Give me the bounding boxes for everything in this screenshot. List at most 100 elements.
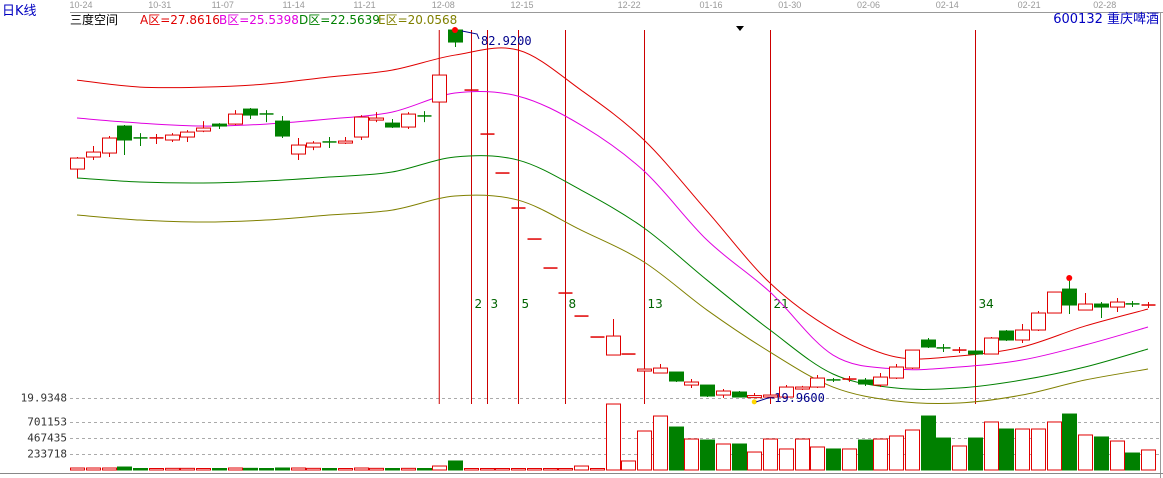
candle-body — [102, 137, 117, 154]
volume-bar — [700, 439, 715, 471]
volume-bar — [621, 460, 636, 471]
candle-body — [354, 116, 369, 138]
stock-name: 600132 重庆啤酒 — [1053, 12, 1159, 27]
zone-d-value: D区=22.5639 — [299, 13, 380, 27]
candle-body — [716, 390, 731, 396]
candle-body — [1078, 303, 1093, 311]
candle-body — [212, 123, 227, 127]
volume-bar — [149, 468, 164, 471]
volume-bar — [117, 466, 132, 471]
volume-bar — [795, 438, 810, 471]
volume-bar — [322, 468, 337, 471]
fib-label: 2 — [475, 297, 483, 311]
volume-bar — [196, 468, 211, 471]
candle-body — [243, 108, 258, 116]
date-tick-label: 12-22 — [617, 0, 641, 10]
volume-bar — [448, 460, 463, 471]
date-tick-label: 10-24 — [69, 0, 93, 10]
volume-bar — [133, 468, 148, 471]
volume-bar — [1015, 428, 1030, 471]
volume-bar — [1062, 413, 1077, 471]
candle-body — [432, 74, 447, 103]
volume-bar — [306, 467, 321, 471]
date-tick-label: 12-08 — [431, 0, 455, 10]
volume-bar — [70, 467, 85, 471]
zone-a-line — [76, 47, 1149, 360]
volume-bar — [653, 415, 668, 471]
volume-bar — [858, 439, 873, 471]
indicator-name: 三度空间 — [70, 13, 119, 27]
volume-bar — [180, 467, 195, 471]
volume-bar — [842, 448, 857, 471]
volume-bar — [212, 468, 227, 471]
candle-body — [70, 157, 85, 170]
candle-body — [369, 117, 384, 121]
candle-body — [1015, 329, 1030, 341]
date-tick-label: 11-21 — [353, 0, 376, 10]
low-marker-line — [756, 397, 775, 403]
volume-bar — [1141, 449, 1156, 471]
candle-body — [700, 384, 715, 397]
date-tick-label: 01-16 — [699, 0, 723, 10]
candle-body — [228, 113, 243, 125]
volume-bar — [385, 468, 400, 471]
high-marker-dot — [1066, 275, 1073, 282]
high-marker-dot — [452, 27, 458, 33]
volume-bar — [558, 468, 573, 471]
volume-bar — [354, 467, 369, 471]
candle-body — [1094, 303, 1109, 308]
candle-body — [763, 394, 778, 398]
volume-bar — [480, 468, 495, 471]
candle-body — [401, 113, 416, 128]
candle-body — [86, 151, 101, 158]
volume-bar — [86, 467, 101, 471]
volume-bar — [574, 465, 589, 471]
period-label[interactable]: 日K线 — [2, 4, 37, 19]
volume-bar — [826, 448, 841, 471]
date-tick-label: 11-07 — [211, 0, 234, 10]
candle-body — [180, 131, 195, 138]
volume-bar — [1047, 421, 1062, 471]
volume-bar — [968, 437, 983, 471]
candle-body — [165, 134, 180, 141]
volume-bar — [747, 451, 762, 471]
volume-bar — [1094, 436, 1109, 471]
volume-bar — [606, 403, 621, 471]
volume-bar — [259, 468, 274, 471]
high-price-label: 82.9200 — [481, 34, 532, 48]
volume-bar — [1125, 452, 1140, 471]
fib-label: 34 — [979, 297, 994, 311]
candle-body — [747, 395, 762, 399]
volume-bar — [495, 468, 510, 471]
candle-body — [291, 144, 306, 155]
candle-body — [1047, 291, 1062, 314]
volume-bar — [905, 429, 920, 471]
date-tick-label: 02-28 — [1093, 0, 1117, 10]
fib-label: 3 — [491, 297, 499, 311]
volume-bar — [1110, 440, 1125, 471]
candle-body — [732, 391, 747, 398]
cursor-triangle-icon — [736, 26, 744, 31]
volume-axis-label: 701153 — [27, 415, 67, 429]
volume-bar — [763, 438, 778, 471]
candle-body — [968, 350, 983, 355]
volume-bar — [1031, 428, 1046, 471]
volume-bar — [369, 467, 384, 471]
candle-body — [795, 386, 810, 390]
candle-body — [669, 371, 684, 382]
candle-body — [889, 366, 904, 379]
volume-axis-label: 467435 — [27, 431, 67, 445]
candle-body — [117, 125, 132, 141]
candle-body — [196, 127, 211, 132]
zone-e-value: E区=20.0568 — [378, 13, 458, 27]
candle-body — [606, 335, 621, 356]
candle-body — [873, 376, 888, 386]
zone-a-value: A区=27.8616 — [140, 13, 220, 27]
candle-body — [1062, 288, 1077, 306]
candle-body — [684, 381, 699, 386]
candle-body — [810, 377, 825, 388]
volume-bar — [543, 468, 558, 471]
volume-bar — [999, 428, 1014, 471]
zone-d-line — [76, 155, 1149, 390]
